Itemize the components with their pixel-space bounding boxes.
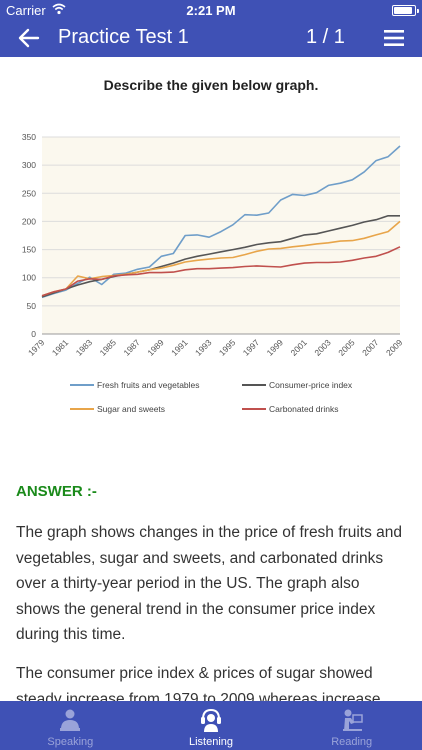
x-tick-label: 2007 [360,337,381,358]
y-tick-label: 100 [22,273,36,283]
tab-speaking[interactable]: Speaking [0,701,141,750]
answer-text: The graph shows changes in the price of … [16,520,406,725]
x-tick-label: 1985 [98,337,119,358]
x-tick-label: 1991 [169,337,190,358]
battery-icon [392,5,419,16]
tab-reading[interactable]: Reading [281,701,422,750]
tab-label: Listening [188,736,234,748]
app-bar: Practice Test 1 1 / 1 [0,20,422,57]
status-bar: Carrier 2:21 PM [0,0,422,20]
line-chart: 0 50 100 150 200 250 300 350 1979 1981 1983 1985 198… [10,124,412,424]
y-tick-label: 250 [22,188,36,198]
tab-label: Reading [331,736,373,748]
y-tick-label: 200 [22,216,36,226]
question-prompt: Describe the given below graph. [103,77,319,93]
speaking-person-icon [60,709,81,731]
x-tick-label: 1999 [265,337,286,358]
series-line [41,220,401,297]
wifi-icon [52,3,66,15]
x-tick-label: 2009 [384,337,405,358]
x-tick-label: 2003 [312,337,333,358]
answer-label: ANSWER :- [16,483,97,500]
legend-label: Fresh fruits and vegetables [97,380,200,390]
tab-label: Speaking [47,736,94,748]
answer-paragraph: The graph shows changes in the price of … [16,524,402,644]
y-tick-label: 50 [27,301,37,311]
y-tick-label: 150 [22,245,36,255]
question-counter: 1 / 1 [306,26,345,48]
hamburger-menu-icon[interactable] [383,29,405,47]
clock-time: 2:21 PM [186,3,236,18]
series-line [41,246,401,297]
x-tick-label: 1987 [121,337,142,358]
legend-label: Consumer-price index [269,380,353,390]
legend-label: Sugar and sweets [97,404,165,414]
carrier-label: Carrier [6,3,46,18]
x-tick-label: 1983 [74,337,95,358]
headphones-person-icon [201,708,221,732]
plot-area [42,137,400,334]
x-tick-label: 2001 [288,337,309,358]
y-tick-label: 350 [22,132,36,142]
arrow-left-icon[interactable] [18,27,40,49]
page-title: Practice Test 1 [58,26,189,48]
x-tick-label: 2005 [336,337,357,358]
x-tick-label: 1995 [217,337,238,358]
series-line [41,145,401,299]
x-tick-label: 1981 [50,337,71,358]
tab-listening[interactable]: Listening [141,701,282,750]
y-tick-label: 300 [22,160,36,170]
x-tick-label: 1989 [145,337,166,358]
x-tick-label: 1979 [26,337,47,358]
y-tick-label: 0 [31,329,36,339]
x-tick-label: 1993 [193,337,214,358]
legend-label: Carbonated drinks [269,404,338,414]
x-tick-label: 1997 [241,337,262,358]
bottom-tab-bar: Speaking Listening Reading [0,701,422,750]
reading-person-icon [342,709,363,731]
